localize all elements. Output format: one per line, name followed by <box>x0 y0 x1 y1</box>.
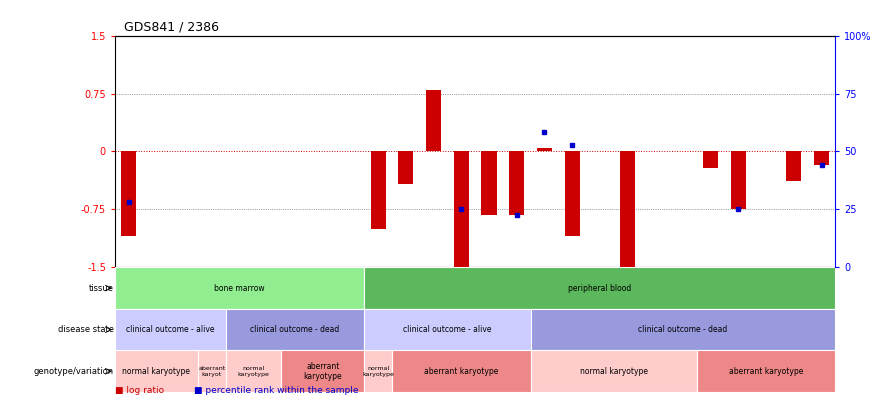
Bar <box>198 350 225 392</box>
Bar <box>121 151 136 236</box>
Bar <box>281 350 364 392</box>
Bar <box>453 151 469 271</box>
Bar <box>509 151 524 215</box>
Bar <box>364 309 530 350</box>
Text: normal
karyotype: normal karyotype <box>238 366 270 377</box>
Bar <box>399 151 414 184</box>
Bar <box>530 309 835 350</box>
Bar <box>731 151 746 209</box>
Bar <box>370 151 385 228</box>
Text: normal
karyotype: normal karyotype <box>362 366 394 377</box>
Bar <box>530 350 697 392</box>
Bar <box>364 267 835 309</box>
Bar <box>115 267 364 309</box>
Text: disease state: disease state <box>57 325 113 334</box>
Text: ■ percentile rank within the sample: ■ percentile rank within the sample <box>194 386 359 395</box>
Text: clinical outcome - dead: clinical outcome - dead <box>638 325 728 334</box>
Bar <box>426 89 441 151</box>
Text: aberrant karyotype: aberrant karyotype <box>729 367 804 376</box>
Text: tissue: tissue <box>88 284 113 293</box>
Text: aberrant
karyotype: aberrant karyotype <box>303 362 342 381</box>
Bar <box>537 148 552 151</box>
Bar <box>620 151 636 267</box>
Text: normal karyotype: normal karyotype <box>123 367 190 376</box>
Bar <box>115 309 225 350</box>
Text: normal karyotype: normal karyotype <box>580 367 648 376</box>
Text: ■ log ratio: ■ log ratio <box>115 386 164 395</box>
Bar <box>364 350 392 392</box>
Bar <box>392 350 530 392</box>
Bar <box>565 151 580 236</box>
Text: peripheral blood: peripheral blood <box>568 284 631 293</box>
Text: genotype/variation: genotype/variation <box>34 367 113 376</box>
Text: GDS841 / 2386: GDS841 / 2386 <box>124 21 218 34</box>
Text: clinical outcome - dead: clinical outcome - dead <box>250 325 339 334</box>
Bar <box>225 350 281 392</box>
Bar <box>703 151 719 168</box>
Bar <box>115 350 198 392</box>
Bar <box>225 309 364 350</box>
Bar <box>697 350 835 392</box>
Text: clinical outcome - alive: clinical outcome - alive <box>403 325 492 334</box>
Bar <box>786 151 802 181</box>
Text: clinical outcome - alive: clinical outcome - alive <box>126 325 215 334</box>
Text: aberrant karyotype: aberrant karyotype <box>424 367 499 376</box>
Text: aberrant
karyot: aberrant karyot <box>198 366 225 377</box>
Bar <box>814 151 829 166</box>
Text: bone marrow: bone marrow <box>214 284 265 293</box>
Bar <box>482 151 497 215</box>
